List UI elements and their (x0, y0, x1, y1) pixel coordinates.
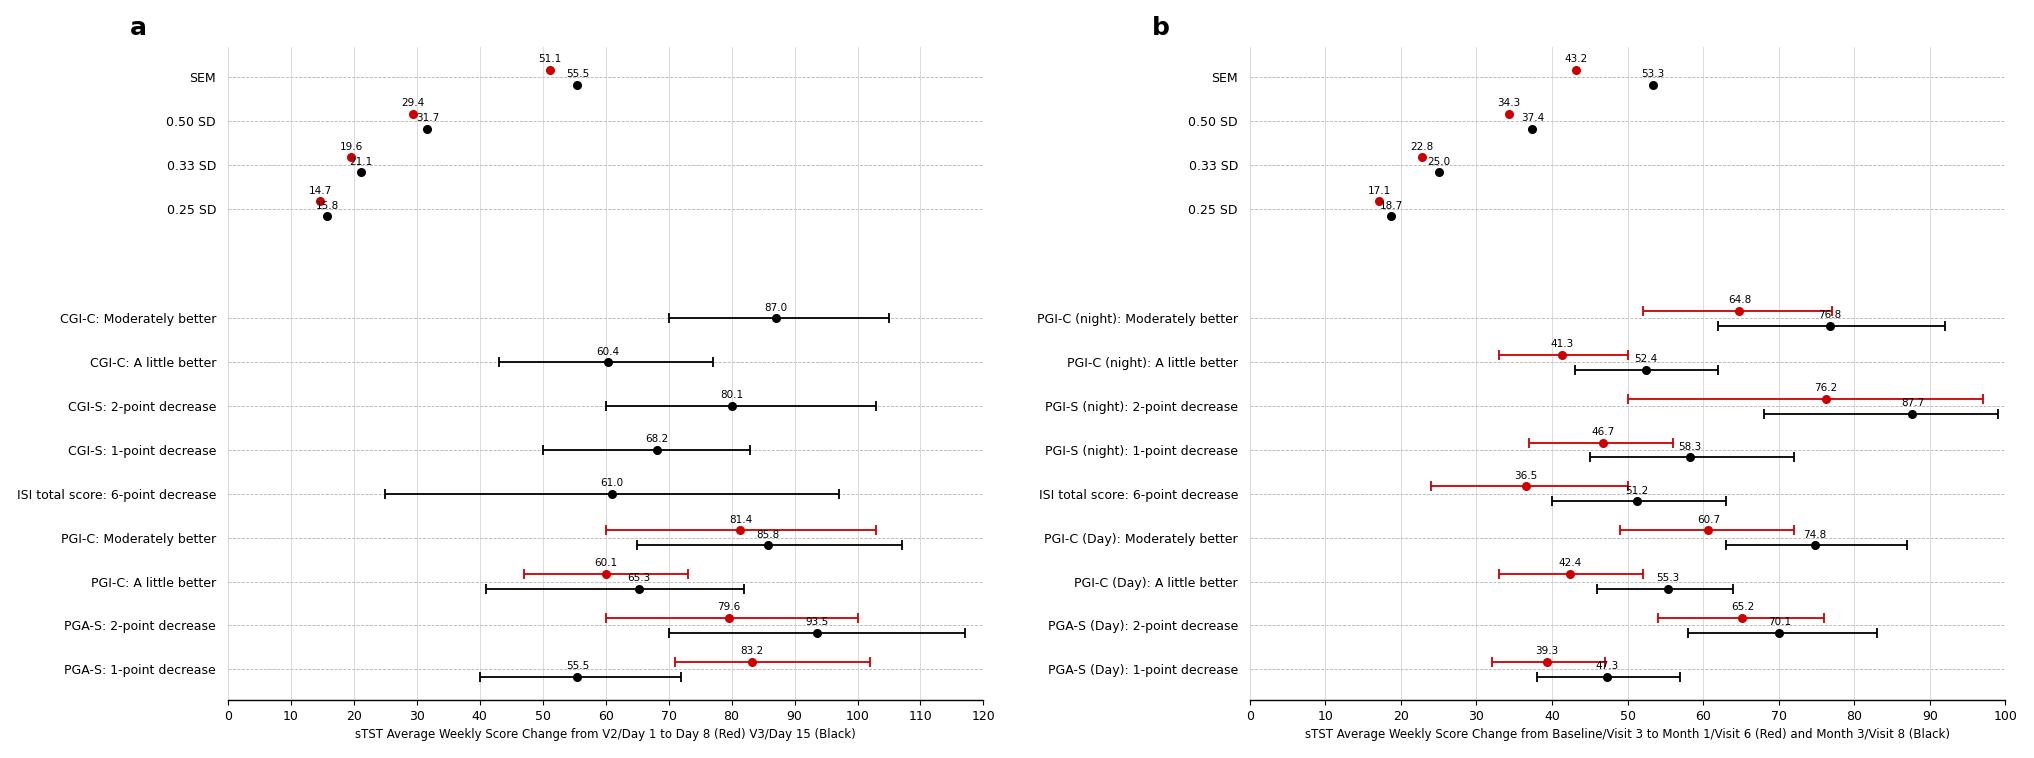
Text: 34.3: 34.3 (1497, 98, 1521, 108)
Text: 58.3: 58.3 (1678, 442, 1702, 452)
Text: 55.3: 55.3 (1656, 573, 1680, 584)
Text: 39.3: 39.3 (1536, 646, 1558, 656)
Text: 60.1: 60.1 (594, 559, 618, 568)
Text: 79.6: 79.6 (718, 603, 740, 612)
Text: 55.5: 55.5 (565, 69, 590, 79)
Text: 29.4: 29.4 (401, 98, 425, 108)
Text: 41.3: 41.3 (1550, 339, 1574, 349)
X-axis label: sTST Average Weekly Score Change from V2/Day 1 to Day 8 (Red) V3/Day 15 (Black): sTST Average Weekly Score Change from V2… (356, 728, 856, 741)
Text: 36.5: 36.5 (1513, 471, 1538, 481)
Text: 76.8: 76.8 (1818, 310, 1841, 320)
Text: b: b (1151, 16, 1170, 40)
Text: 37.4: 37.4 (1521, 113, 1544, 123)
Text: 22.8: 22.8 (1410, 142, 1434, 152)
Text: 61.0: 61.0 (600, 478, 624, 488)
Text: 74.8: 74.8 (1804, 530, 1827, 540)
Text: 31.7: 31.7 (415, 113, 439, 123)
Text: 21.1: 21.1 (350, 157, 372, 167)
Text: 65.3: 65.3 (626, 573, 651, 584)
Text: 65.2: 65.2 (1731, 603, 1753, 612)
Text: 52.4: 52.4 (1633, 354, 1658, 364)
Text: 17.1: 17.1 (1367, 186, 1391, 196)
Text: 47.3: 47.3 (1595, 661, 1619, 671)
Text: 64.8: 64.8 (1727, 296, 1751, 305)
Text: 18.7: 18.7 (1379, 201, 1403, 211)
Text: 68.2: 68.2 (645, 434, 669, 444)
Text: 70.1: 70.1 (1768, 617, 1792, 627)
Text: 87.0: 87.0 (765, 302, 787, 313)
Text: 46.7: 46.7 (1591, 427, 1615, 437)
Text: 25.0: 25.0 (1428, 157, 1450, 167)
Text: 43.2: 43.2 (1564, 54, 1589, 64)
Text: 80.1: 80.1 (720, 390, 744, 400)
Text: 19.6: 19.6 (340, 142, 362, 152)
Text: 85.8: 85.8 (757, 530, 779, 540)
Text: 93.5: 93.5 (805, 617, 828, 627)
Text: 83.2: 83.2 (740, 646, 763, 656)
Text: 15.8: 15.8 (315, 201, 340, 211)
X-axis label: sTST Average Weekly Score Change from Baseline/Visit 3 to Month 1/Visit 6 (Red) : sTST Average Weekly Score Change from Ba… (1306, 728, 1951, 741)
Text: 51.1: 51.1 (537, 54, 561, 64)
Text: 42.4: 42.4 (1558, 559, 1582, 568)
Text: 76.2: 76.2 (1814, 383, 1837, 393)
Text: a: a (130, 16, 146, 40)
Text: 60.7: 60.7 (1696, 515, 1721, 525)
Text: 51.2: 51.2 (1625, 486, 1648, 496)
Text: 81.4: 81.4 (728, 515, 753, 525)
Text: 55.5: 55.5 (565, 661, 590, 671)
Text: 60.4: 60.4 (596, 346, 620, 356)
Text: 87.7: 87.7 (1902, 398, 1924, 408)
Text: 53.3: 53.3 (1641, 69, 1664, 79)
Text: 14.7: 14.7 (309, 186, 332, 196)
